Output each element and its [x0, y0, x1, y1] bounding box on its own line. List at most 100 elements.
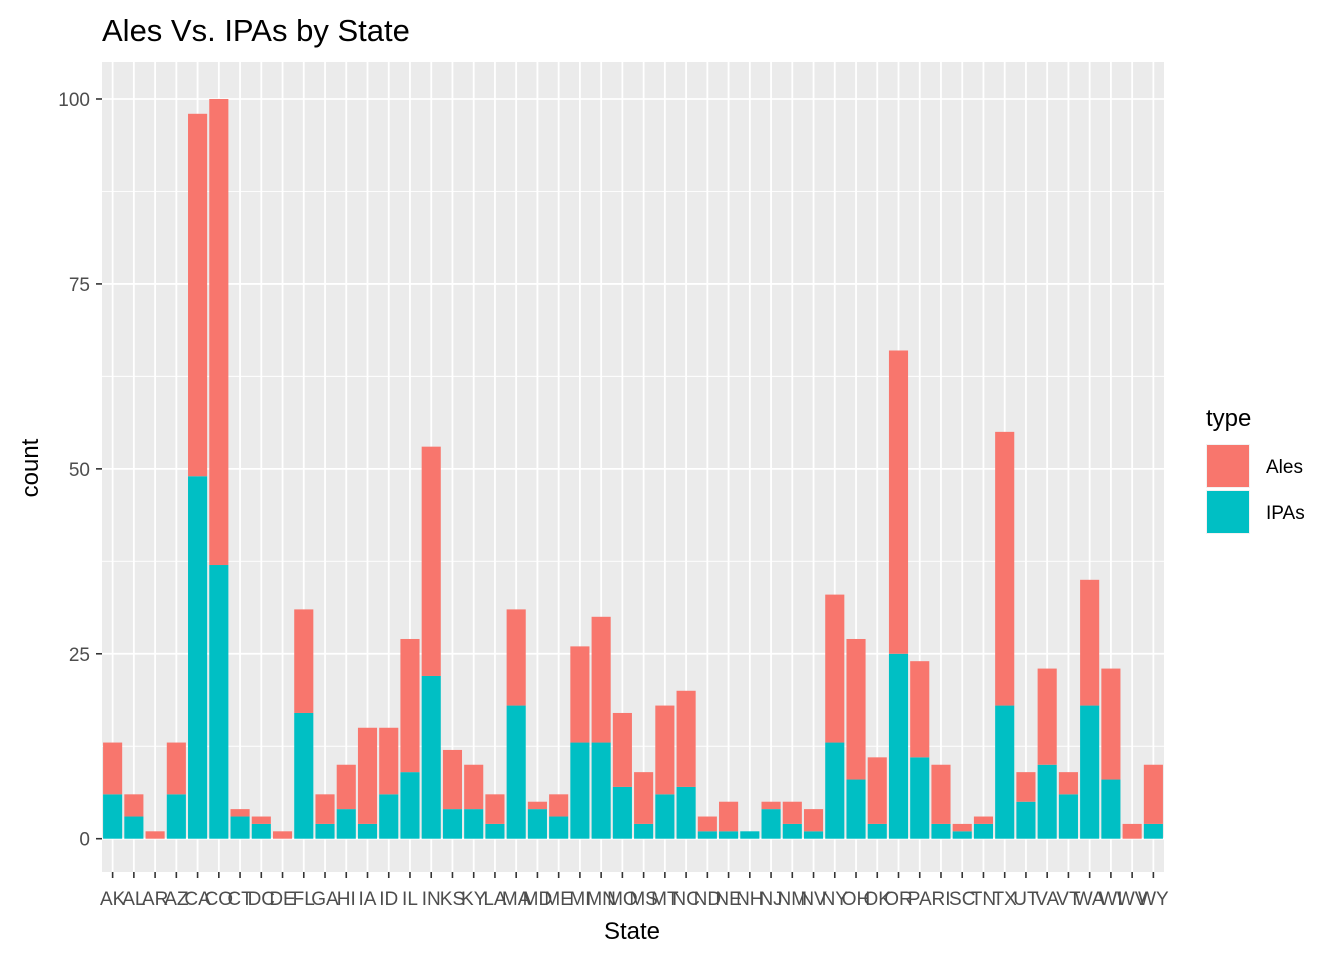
bar-ales-ca	[188, 113, 208, 477]
x-tick-label: IL	[402, 889, 418, 910]
bar-ales-sc	[952, 823, 972, 832]
bar-ipas-me	[549, 816, 569, 839]
x-tick-label: GA	[311, 889, 339, 910]
x-tick-label: DE	[269, 889, 295, 910]
bar-ales-nd	[697, 816, 717, 832]
bar-ales-il	[400, 638, 420, 773]
bar-ales-nm	[782, 801, 802, 824]
bar-ipas-ky	[464, 809, 484, 839]
bar-ales-ia	[357, 727, 378, 824]
y-tick-label: 100	[58, 90, 90, 111]
x-tick-label: FL	[293, 889, 315, 910]
bar-ales-mi	[570, 646, 590, 743]
bar-ipas-ma	[506, 705, 526, 839]
bar-ales-ma	[506, 609, 526, 706]
bar-ales-ne	[719, 801, 739, 832]
bar-ipas-ms	[634, 823, 654, 839]
bar-ipas-pa	[910, 757, 930, 839]
bar-ipas-la	[485, 823, 505, 839]
x-tick-label: ID	[379, 889, 398, 910]
x-tick-label: AL	[122, 889, 145, 910]
bar-ales-in	[421, 446, 441, 676]
legend-swatch-ales	[1207, 445, 1249, 487]
x-tick-label: SC	[949, 889, 975, 910]
x-tick-label: OR	[884, 889, 913, 910]
bar-ipas-ny	[825, 742, 845, 839]
bar-ipas-vt	[1058, 794, 1078, 839]
bar-ipas-ri	[931, 823, 951, 839]
bar-ales-ar	[145, 831, 165, 839]
legend: type Ales IPAs	[1206, 405, 1305, 534]
bar-ipas-tx	[995, 705, 1015, 839]
bar-ipas-mi	[570, 742, 590, 839]
bar-ales-ut	[1016, 772, 1036, 802]
bar-ipas-md	[527, 809, 547, 839]
bar-ales-wy	[1143, 764, 1163, 824]
y-tick-label: 0	[79, 830, 90, 851]
bar-ales-ny	[825, 594, 845, 743]
x-tick-label: AR	[142, 889, 168, 910]
bar-ipas-ks	[442, 809, 463, 839]
x-tick-label: ME	[544, 889, 573, 910]
x-tick-label: MS	[629, 889, 658, 910]
bar-ipas-hi	[336, 809, 356, 839]
x-tick-label: OH	[842, 889, 871, 910]
bar-ales-la	[485, 794, 505, 824]
bar-ales-tx	[995, 431, 1015, 706]
x-tick-label: WV	[1117, 889, 1148, 910]
y-tick-label: 75	[69, 275, 90, 296]
bar-ales-de	[272, 831, 293, 839]
x-tick-label: DC	[248, 889, 275, 910]
x-tick-label: NV	[800, 889, 827, 910]
plot-panel	[102, 62, 1164, 872]
x-tick-label: HI	[337, 889, 356, 910]
bar-ales-mo	[612, 712, 632, 787]
bar-ipas-ga	[315, 823, 335, 839]
bar-ales-vt	[1058, 772, 1078, 795]
bar-ales-id	[379, 727, 399, 795]
bar-ipas-wy	[1143, 823, 1163, 839]
y-tick-label: 25	[69, 645, 90, 666]
x-tick-label: NH	[736, 889, 763, 910]
bar-ipas-or	[888, 653, 909, 839]
bar-ales-ct	[230, 809, 250, 817]
x-tick-label: MT	[651, 889, 679, 910]
bar-ipas-ct	[230, 816, 250, 839]
x-tick-label: TX	[993, 889, 1018, 910]
x-tick-label: MO	[607, 889, 638, 910]
bar-ipas-oh	[846, 779, 866, 839]
bar-ipas-al	[124, 816, 144, 839]
bar-ipas-wi	[1101, 779, 1121, 839]
x-tick-label: ND	[694, 889, 721, 910]
bar-ipas-ia	[357, 823, 378, 839]
legend-swatch-ipas	[1207, 491, 1249, 533]
x-tick-label: MD	[523, 889, 553, 910]
bar-ales-va	[1037, 668, 1057, 765]
x-tick-label: UT	[1013, 889, 1039, 910]
bar-ales-ms	[634, 772, 654, 824]
y-axis-title: count	[17, 438, 44, 497]
x-tick-label: CO	[205, 889, 234, 910]
bar-ales-mn	[591, 616, 611, 743]
y-axis: 0 25 50 75 100	[58, 90, 102, 851]
bar-ales-oh	[846, 638, 866, 780]
bar-ales-wi	[1101, 668, 1121, 780]
bar-ales-wv	[1122, 823, 1142, 839]
x-axis-title: State	[604, 918, 660, 945]
x-tick-label: CT	[227, 889, 253, 910]
x-tick-label: AK	[100, 889, 126, 910]
bar-ales-pa	[910, 661, 930, 758]
bar-ales-fl	[294, 609, 314, 713]
x-tick-label: LA	[483, 889, 507, 910]
bar-ipas-id	[379, 794, 399, 839]
bar-ipas-mn	[591, 742, 611, 839]
legend-label-ales: Ales	[1266, 457, 1303, 478]
x-tick-label: WI	[1099, 889, 1122, 910]
legend-label-ipas: IPAs	[1266, 503, 1305, 524]
bar-ipas-ak	[103, 794, 123, 839]
bar-ipas-wa	[1080, 705, 1100, 839]
bar-ales-wa	[1080, 579, 1100, 706]
bar-ales-ak	[103, 742, 123, 795]
bar-ales-or	[888, 350, 909, 654]
